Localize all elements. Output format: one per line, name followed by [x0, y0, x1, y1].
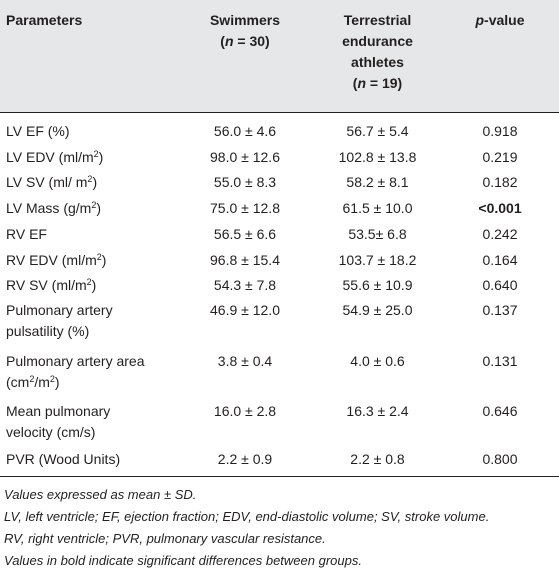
row-swimmers-value: 46.9 ± 12.0 [210, 302, 280, 318]
row-swimmers-value: 56.0 ± 4.6 [213, 123, 277, 139]
row-swimmers-value: 98.0 ± 12.6 [210, 149, 280, 165]
row-terrestrial-value: 103.7 ± 18.2 [338, 252, 417, 268]
header-terrestrial: Terrestrial endurance athletes (n = 19) [315, 10, 440, 94]
row-swimmers-value: 96.8 ± 15.4 [210, 252, 280, 268]
row-parameter: PVR (Wood Units) [6, 451, 121, 467]
row-parameter: LV EDV (ml/m2) [6, 149, 104, 165]
row-parameter: Mean pulmonary velocity (cm/s) [6, 403, 111, 440]
row-terrestrial-value: 56.7 ± 5.4 [346, 123, 409, 139]
row-parameter: LV Mass (g/m2) [6, 200, 101, 216]
row-terrestrial-value: 2.2 ± 0.8 [350, 451, 405, 467]
row-terrestrial-value: 16.3 ± 2.4 [346, 403, 409, 419]
row-parameter: Pulmonary artery pulsatility (%) [6, 302, 113, 339]
row-terrestrial-value: 55.6 ± 10.9 [342, 277, 413, 293]
row-parameter: Pulmonary artery area (cm2/m2) [6, 353, 145, 390]
footer-rule [0, 476, 559, 477]
row-swimmers-value: 54.3 ± 7.8 [213, 277, 277, 293]
row-pvalue: 0.242 [482, 226, 518, 242]
row-pvalue: 0.137 [482, 302, 518, 318]
header-parameters: Parameters [6, 12, 83, 28]
header-terrestrial-n: (n = 19) [352, 75, 403, 91]
row-pvalue: 0.219 [482, 149, 518, 165]
row-pvalue: 0.800 [482, 451, 518, 467]
row-parameter: RV EF [6, 226, 47, 242]
row-terrestrial-value: 4.0 ± 0.6 [350, 353, 405, 369]
row-pvalue: 0.182 [482, 174, 518, 190]
row-terrestrial-value: 102.8 ± 13.8 [338, 149, 417, 165]
row-pvalue: 0.918 [482, 123, 518, 139]
header-pvalue: p-value [475, 12, 525, 28]
header-rule [0, 112, 559, 113]
table-note: RV, right ventricle; PVR, pulmonary vasc… [4, 531, 326, 546]
row-pvalue: 0.164 [482, 252, 518, 268]
row-swimmers-value: 16.0 ± 2.8 [213, 403, 277, 419]
table-note: Values in bold indicate significant diff… [4, 553, 362, 568]
row-swimmers-value: 75.0 ± 12.8 [210, 200, 280, 216]
row-terrestrial-value: 61.5 ± 10.0 [342, 200, 413, 216]
row-pvalue: 0.640 [482, 277, 518, 293]
row-parameter: LV EF (%) [6, 123, 70, 139]
row-terrestrial-value: 58.2 ± 8.1 [346, 174, 409, 190]
row-parameter: RV SV (ml/m2) [6, 277, 97, 293]
row-swimmers-value: 56.5 ± 6.6 [213, 226, 277, 242]
row-pvalue: 0.131 [482, 353, 518, 369]
row-swimmers-value: 3.8 ± 0.4 [217, 353, 273, 369]
row-parameter: RV EDV (ml/m2) [6, 252, 107, 268]
table-note: Values expressed as mean ± SD. [4, 487, 197, 502]
row-terrestrial-value: 53.5± 6.8 [348, 226, 407, 242]
header-swimmers: Swimmers (n = 30) [185, 10, 305, 52]
row-swimmers-value: 55.0 ± 8.3 [213, 174, 277, 190]
row-pvalue: 0.646 [482, 403, 518, 419]
row-swimmers-value: 2.2 ± 0.9 [217, 451, 273, 467]
row-terrestrial-value: 54.9 ± 25.0 [342, 302, 413, 318]
header-swimmers-n: (n = 30) [220, 33, 270, 49]
table-note: LV, left ventricle; EF, ejection fractio… [4, 509, 490, 524]
table-header-background [0, 0, 559, 112]
row-parameter: LV SV (ml/ m2) [6, 174, 98, 190]
row-pvalue: <0.001 [478, 200, 522, 216]
